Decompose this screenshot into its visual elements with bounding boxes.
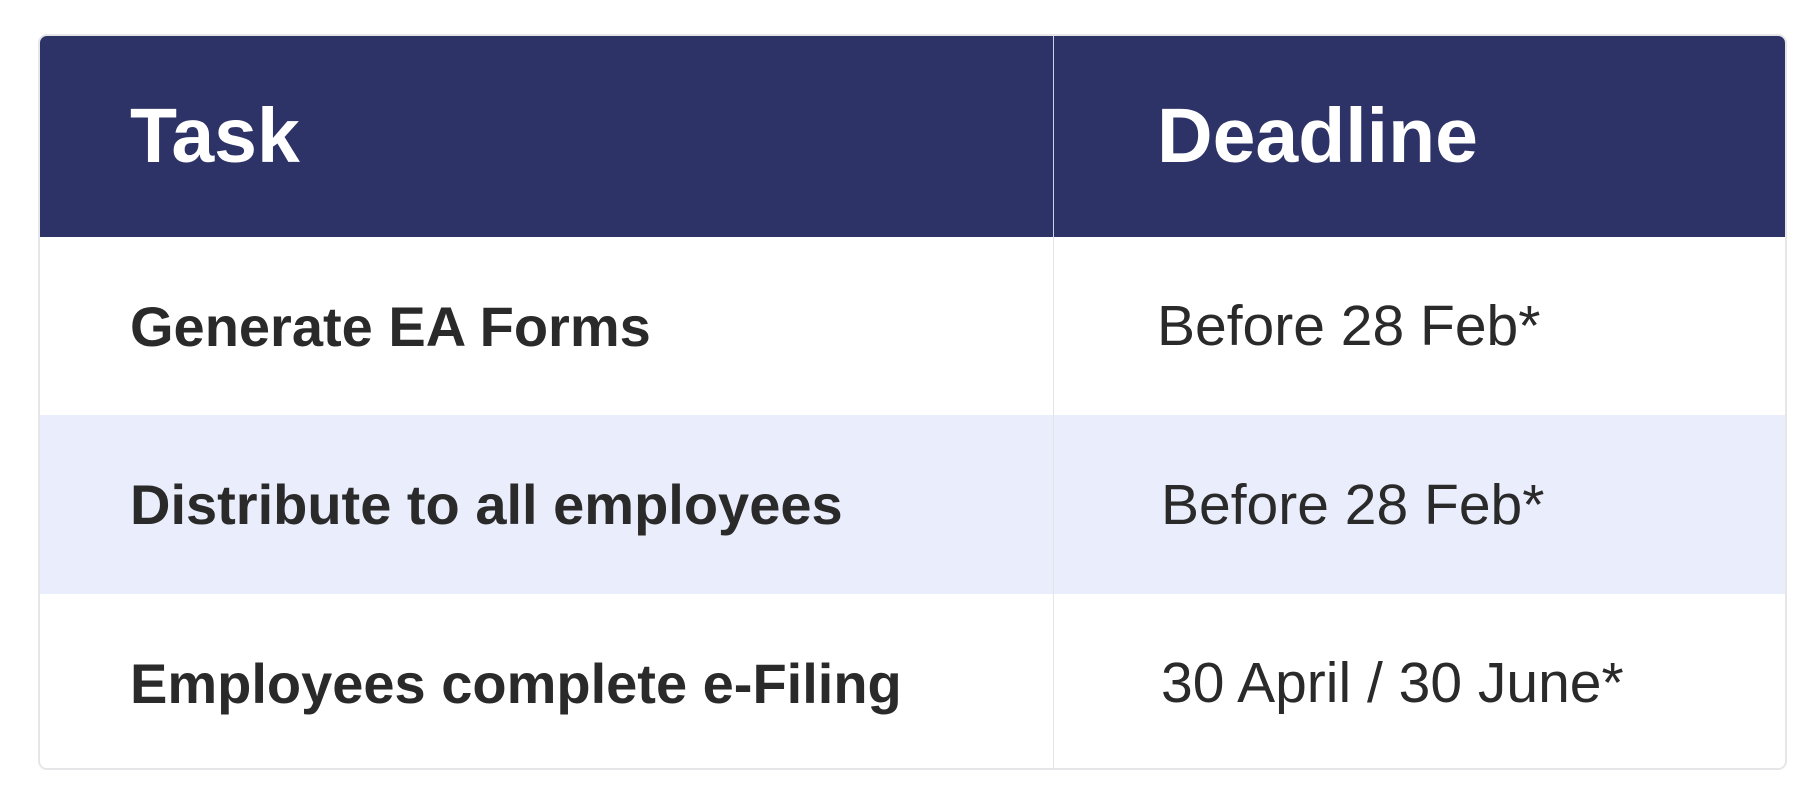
- table-row: Generate EA Forms Before 28 Feb*: [40, 237, 1785, 415]
- column-divider: [1053, 415, 1054, 594]
- column-divider: [1053, 36, 1054, 237]
- task-cell: Generate EA Forms: [130, 294, 651, 358]
- deadline-table: Task Deadline Generate EA Forms Before 2…: [38, 34, 1787, 770]
- deadline-cell: Before 28 Feb*: [1161, 472, 1545, 537]
- deadline-cell: Before 28 Feb*: [1157, 294, 1541, 358]
- header-deadline: Deadline: [1157, 93, 1478, 179]
- table-row: Distribute to all employees Before 28 Fe…: [40, 415, 1785, 594]
- table-header: Task Deadline: [40, 36, 1785, 237]
- column-divider: [1053, 594, 1054, 768]
- table-row: Employees complete e-Filing 30 April / 3…: [40, 594, 1785, 768]
- column-divider: [1053, 237, 1054, 415]
- header-task: Task: [130, 93, 300, 179]
- task-cell: Employees complete e-Filing: [130, 651, 902, 715]
- deadline-cell: 30 April / 30 June*: [1161, 651, 1624, 715]
- task-cell: Distribute to all employees: [130, 473, 843, 536]
